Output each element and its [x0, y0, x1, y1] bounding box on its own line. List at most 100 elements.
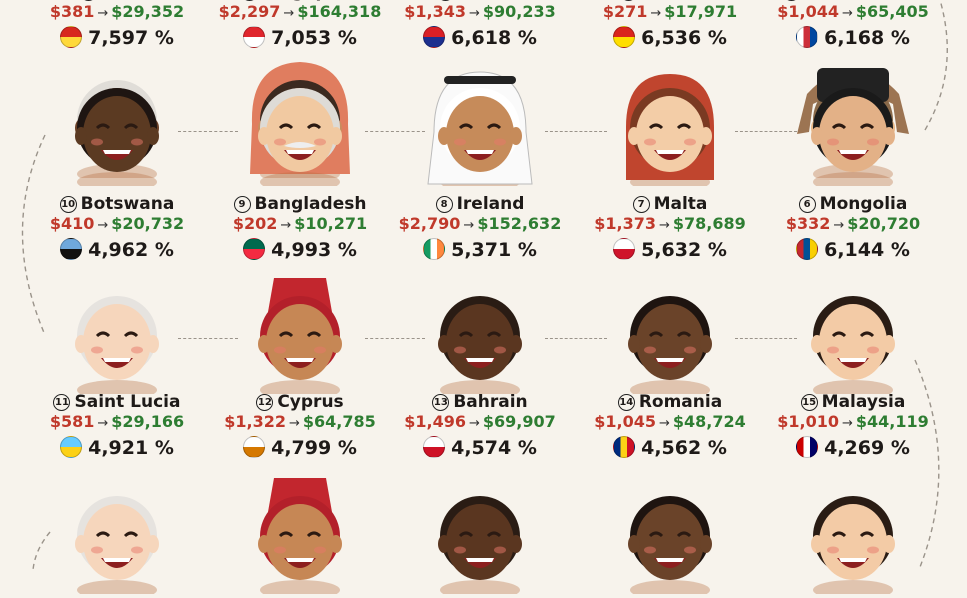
- connector-line: [365, 131, 425, 132]
- connector-curve-left: [32, 531, 51, 570]
- south-korea-flag-icon: [796, 26, 819, 48]
- gdp-change: $1,373 → $78,689: [580, 214, 760, 236]
- girl-braids-face-icon: [420, 270, 540, 400]
- gdp-change: $2,790 → $152,632: [390, 214, 570, 236]
- ireland-flag-icon: [423, 238, 446, 260]
- country-name: 13 Bahrain: [432, 392, 528, 412]
- man-fez-face-icon: [240, 470, 360, 598]
- country-name: 8 Ireland: [390, 194, 570, 214]
- growth-percent: 4,921 %: [88, 437, 174, 459]
- woman-bun-face-icon: [793, 270, 913, 400]
- gdp-from: $2,297: [218, 2, 281, 21]
- gdp-change: $381 → $29,352: [27, 2, 207, 24]
- country-name: 6 Mongolia: [763, 194, 943, 214]
- mongolia-flag-icon: [796, 238, 819, 260]
- growth-percent: 4,574 %: [451, 437, 537, 459]
- gdp-from: $1,496: [404, 412, 466, 431]
- gdp-from: $332: [785, 214, 831, 233]
- gdp-to: $10,271: [294, 214, 368, 233]
- gdp-from: $1,044: [777, 2, 839, 21]
- gdp-from: $581: [49, 412, 95, 431]
- gdp-to: $20,732: [111, 214, 185, 233]
- rank-badge: 10: [59, 196, 77, 213]
- gdp-change: $1,045 → $48,724: [580, 412, 760, 434]
- growth-percent: 6,144 %: [824, 239, 910, 261]
- arrow-icon: →: [97, 416, 109, 431]
- gdp-change: $410 → $20,732: [27, 214, 207, 236]
- growth-percent: 4,993 %: [271, 239, 357, 261]
- malta-flag-icon: [613, 238, 636, 260]
- gdp-from: $1,045: [594, 412, 656, 431]
- growth-percent: 4,799 %: [271, 437, 357, 459]
- growth-percent-row: 7,053 %: [210, 26, 390, 50]
- arrow-icon: →: [833, 218, 845, 233]
- growth-percent-row: 6,536 %: [580, 26, 760, 50]
- connector-line: [735, 131, 797, 132]
- country-name: 7 Malta: [580, 194, 760, 214]
- gdp-from: $381: [49, 2, 95, 21]
- growth-percent-row: 4,799 %: [210, 436, 390, 460]
- growth-percent: 5,632 %: [641, 239, 727, 261]
- growth-percent: 6,536 %: [641, 27, 727, 49]
- gdp-change: $202 → $10,271: [210, 214, 390, 236]
- smiling-man-face-icon: [610, 270, 730, 400]
- rank-badge: 1: [79, 0, 97, 1]
- growth-percent: 4,562 %: [641, 437, 727, 459]
- saint-lucia-flag-icon: [60, 436, 83, 458]
- connector-line: [545, 338, 607, 339]
- country-name: 2Singapore: [210, 0, 390, 2]
- gdp-to: $64,785: [302, 412, 376, 431]
- gdp-from: $1,343: [404, 2, 466, 21]
- growth-percent-row: 5,371 %: [390, 238, 570, 262]
- growth-percent-row: 4,562 %: [580, 436, 760, 460]
- growth-percent-row: 4,993 %: [210, 238, 390, 262]
- man-songkok-face-icon: [793, 62, 913, 192]
- smiling-man-face-icon: [610, 470, 730, 598]
- gdp-to: $20,720: [847, 214, 921, 233]
- country-name: 4Vietnam: [580, 0, 760, 2]
- growth-percent-row: 5,632 %: [580, 238, 760, 262]
- growth-percent: 7,053 %: [271, 27, 357, 49]
- vietnam-flag-icon: [613, 26, 636, 48]
- gdp-to: $48,724: [672, 412, 746, 431]
- growth-percent: 6,618 %: [451, 27, 537, 49]
- growth-percent-row: 4,962 %: [27, 238, 207, 262]
- growth-percent: 5,371 %: [451, 239, 537, 261]
- gdp-change: $1,496 → $69,907: [390, 412, 570, 434]
- growth-percent-row: 6,618 %: [390, 26, 570, 50]
- woman-bun-face-icon: [793, 470, 913, 598]
- growth-percent-row: 4,921 %: [27, 436, 207, 460]
- connector-curve-left: [21, 134, 46, 336]
- gdp-to: $90,233: [482, 2, 556, 21]
- country-name: 9 Bangladesh: [210, 194, 390, 214]
- growth-percent-row: 4,574 %: [390, 436, 570, 460]
- elder-man-mustache-face-icon: [240, 62, 360, 192]
- arrow-icon: →: [97, 6, 109, 21]
- connector-line: [365, 338, 425, 339]
- bangladesh-flag-icon: [243, 238, 266, 260]
- gdp-change: $332 → $20,720: [763, 214, 943, 236]
- growth-percent-row: 6,144 %: [763, 238, 943, 262]
- arrow-icon: →: [841, 416, 853, 431]
- arrow-icon: →: [288, 416, 300, 431]
- china-flag-icon: [60, 26, 83, 48]
- connector-line: [178, 338, 238, 339]
- rank-badge: 3: [436, 0, 454, 1]
- growth-percent-row: 6,168 %: [763, 26, 943, 50]
- arrow-icon: →: [841, 6, 853, 21]
- country-name: 15 Malaysia: [800, 392, 906, 412]
- rank-badge: 8: [435, 196, 453, 213]
- growth-percent-row: 4,269 %: [763, 436, 943, 460]
- arrow-icon: →: [468, 416, 480, 431]
- rank-badge: 7: [632, 196, 650, 213]
- country-name: 3Taiwan: [390, 0, 570, 2]
- girl-red-scarf-face-icon: [610, 62, 730, 192]
- bahrain-flag-icon: [423, 436, 446, 458]
- growth-percent: 6,168 %: [824, 27, 910, 49]
- gdp-from: $1,322: [224, 412, 286, 431]
- gdp-to: $17,971: [664, 2, 738, 21]
- arrow-icon: →: [463, 218, 475, 233]
- gdp-change: $2,297 → $164,318: [210, 2, 390, 24]
- cyprus-flag-icon: [243, 436, 266, 458]
- country-name: 11 Saint Lucia: [53, 392, 181, 412]
